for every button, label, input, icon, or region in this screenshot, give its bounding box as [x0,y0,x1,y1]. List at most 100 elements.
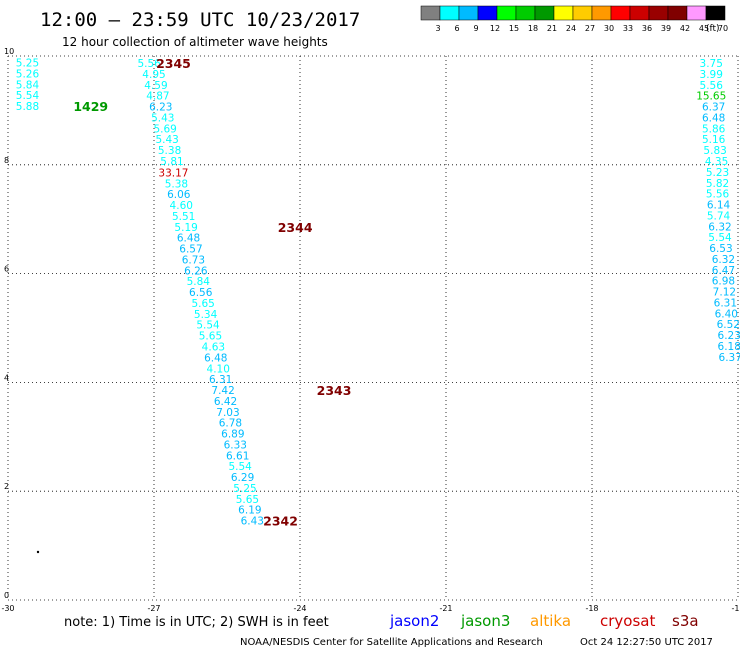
wave-height-point: 6.78 [219,418,242,430]
wave-height-point: 6.32 [712,254,735,266]
scale-swatch [458,5,479,21]
wave-height-point: 5.84 [16,79,40,91]
wave-height-point: 15.65 [696,91,726,103]
scale-tick-label: 24 [566,24,576,33]
wave-height-point: 3.75 [700,58,723,70]
wave-height-point: 6.18 [718,341,740,353]
wave-height-point: 6.37 [719,352,740,364]
satellite-legend-cryosat: cryosat [600,612,655,630]
y-axis-ticks: 0 2 4 6 8 10 [4,47,14,600]
scale-swatch [420,5,441,21]
satellite-legend-s3a: s3a [672,612,699,630]
wave-height-point: 6.47 [712,265,735,277]
scale-tick-label: 18 [528,24,538,33]
wave-height-point: 7.12 [713,287,736,299]
satellite-legend-jason3: jason3 [460,612,510,630]
scale-unit-label: (ft) [706,24,720,34]
wave-height-point: 6.42 [214,396,237,408]
wave-height-point: 5.56 [706,189,730,201]
y-tick-label: 10 [4,47,14,56]
y-tick-label: 0 [4,591,9,600]
scale-tick-label: 3 [435,24,440,33]
wave-height-point: 5.25 [233,483,256,495]
x-axis-ticks: -30 -27 -24 -21 -18 -15 [1,604,740,613]
scale-tick-label: 15 [509,24,519,33]
scale-tick-label: 6 [454,24,459,33]
wave-height-point: 5.16 [702,134,726,146]
scale-swatch [648,5,669,21]
wave-height-point: 5.88 [16,101,39,113]
wave-height-point: 5.38 [165,178,188,190]
stray-dot [36,550,40,554]
wave-height-point: 6.32 [708,221,731,233]
y-tick-label: 2 [4,482,9,491]
wave-height-point: 5.82 [706,178,729,190]
wave-height-point: 6.37 [702,102,725,114]
x-tick-label: -15 [731,604,740,613]
wave-height-point: 5.65 [191,298,214,310]
wave-height-point: 4.10 [207,363,230,375]
scale-tick-label: 33 [623,24,633,33]
pass-time-label: 2343 [317,383,352,398]
wave-height-point: 6.23 [149,102,172,114]
wave-height-point: 6.14 [707,200,731,212]
wave-height-point: 5.38 [158,145,181,157]
scale-swatch [439,5,460,21]
scale-swatch [591,5,612,21]
scale-tick-label: 45 [699,24,709,33]
wave-height-point: 6.19 [238,505,261,517]
x-tick-label: -27 [147,604,160,613]
wave-height-point: 33.17 [158,167,188,179]
wave-height-point: 6.61 [226,450,249,462]
scale-swatch [477,5,498,21]
wave-height-point: 6.57 [179,244,202,256]
wave-height-point: 5.69 [153,123,176,135]
pass-time-label: 2345 [156,56,191,71]
y-tick-label: 4 [4,373,9,382]
wave-height-point: 6.98 [712,276,735,288]
satellite-legend-jason2: jason2 [389,612,439,630]
wave-height-point: 5.54 [16,90,40,102]
scale-swatch [496,5,517,21]
wave-height-point: 5.43 [155,134,178,146]
wave-height-point: 5.56 [137,58,161,70]
wave-height-point: 6.40 [715,308,738,320]
wave-height-point: 5.83 [703,145,726,157]
scale-tick-label: 30 [604,24,614,33]
wave-height-point: 6.73 [182,254,205,266]
wave-height-point: 5.65 [199,331,222,343]
wave-height-point: 5.34 [194,309,218,321]
wave-height-point: 7.03 [216,407,239,419]
wave-height-point: 5.51 [172,211,195,223]
scale-swatch [705,5,726,21]
wave-height-point: 4.60 [170,200,193,212]
wave-height-point: 5.56 [700,80,724,92]
chart-subtitle: 12 hour collection of altimeter wave hei… [62,35,328,49]
wave-height-point: 6.23 [718,330,740,342]
plot-grid [7,55,739,601]
scale-swatch [553,5,574,21]
x-tick-label: -30 [1,604,14,613]
color-scale-legend: 3 6 9 12 15 18 21 24 27 30 33 36 39 42 45 70 [420,5,728,33]
scale-tick-label: 27 [585,24,595,33]
scale-swatch [515,5,536,21]
wave-height-point: 6.53 [709,243,732,255]
satellite-legend-altika: altika [530,612,571,630]
pass-time-label: 2342 [263,514,298,529]
y-tick-label: 8 [4,156,9,165]
scale-swatch [610,5,631,21]
pass-time-label: 1429 [73,99,108,114]
x-tick-label: -24 [293,604,306,613]
footer-timestamp: Oct 24 12:27:50 UTC 2017 [580,637,713,648]
wave-height-point: 6.06 [167,189,191,201]
scale-swatch [667,5,688,21]
wave-height-point: 4.59 [144,80,167,92]
scale-tick-label: 39 [661,24,671,33]
scale-swatch [686,5,707,21]
wave-height-point: 6.52 [717,319,740,331]
scale-tick-label: 21 [547,24,557,33]
footer-credit: NOAA/NESDIS Center for Satellite Applica… [240,637,543,648]
wave-height-point: 4.87 [146,91,169,103]
x-tick-label: -21 [439,604,452,613]
